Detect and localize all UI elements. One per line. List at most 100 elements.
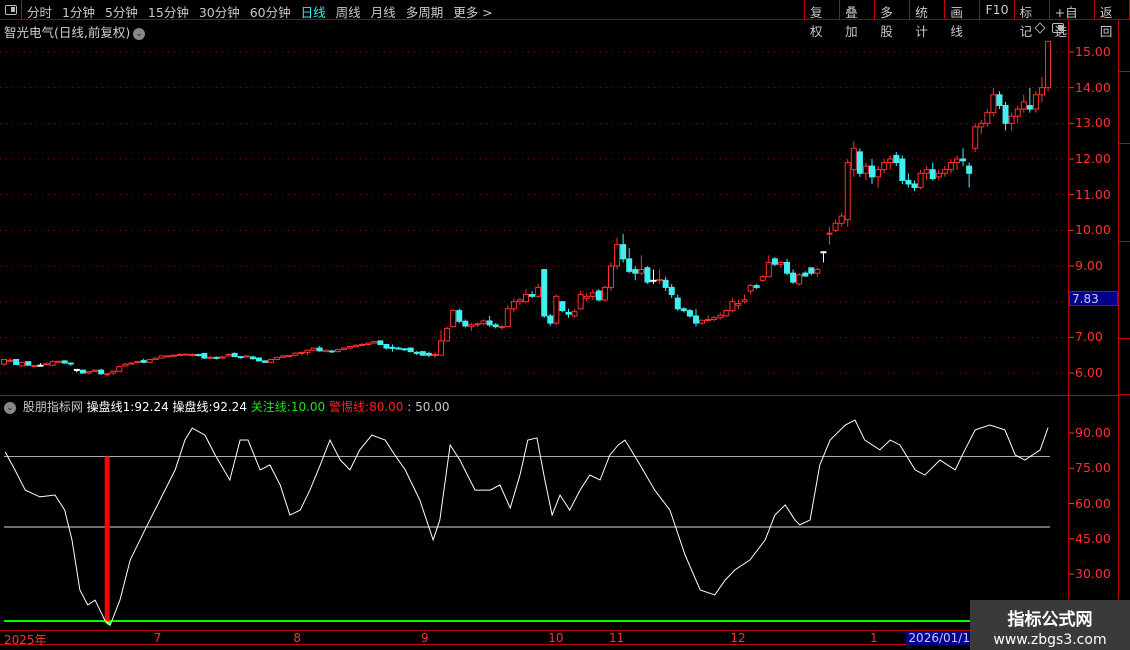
panel-icon[interactable] [1052,23,1064,33]
toolbar-button[interactable]: 多股 [874,0,909,39]
candle-body [25,361,32,366]
chart-title-row: 智光电气(日线,前复权) ⌄ [4,22,146,41]
candle-body [419,351,426,356]
toolbar-button[interactable]: 统计 [909,0,944,39]
chevron-down-icon[interactable]: ⌄ [4,401,16,414]
toolbar-button[interactable]: F10 [979,0,1013,20]
side-tab[interactable] [1119,242,1130,339]
candle-body [498,326,505,329]
toolbar-button[interactable]: 画线 [944,0,979,39]
candle-body [547,315,554,324]
tab-period[interactable]: 更多 > [453,5,493,20]
toolbar-button[interactable]: +自选 [1048,0,1094,39]
candle-body [856,151,863,174]
price-tick-label: 10.00 [1075,222,1111,238]
candle-body [644,267,651,283]
candle-body [92,369,99,372]
tab-period[interactable]: 1分钟 [62,5,95,20]
candle-body [480,320,487,325]
candle-body [322,349,329,353]
panel-icon [4,5,17,15]
side-tab[interactable] [1119,72,1130,144]
candle-body [462,320,469,327]
toolbar-button[interactable]: 复权 [804,0,839,39]
date-label: 11 [609,631,625,645]
line1-value: 92.24 [134,400,169,414]
candle-body [899,158,906,181]
candle-body [262,360,269,363]
line1-label: 操盘线1: [86,400,135,414]
toolbar-button[interactable]: 叠加 [839,0,874,39]
tab-period[interactable]: 分时 [27,5,53,20]
candle-body [177,353,184,356]
date-label: 8 [293,631,301,645]
candle-body [680,308,687,312]
candle-body [237,356,244,359]
candle-body [456,310,463,322]
toolbar-button[interactable]: 返回 [1093,0,1130,39]
candle-body [747,285,754,292]
candle-body [875,169,882,178]
candle-body [249,356,256,360]
tab-period[interactable]: 周线 [335,5,361,20]
candle-body [61,360,68,364]
candle-body [1032,94,1039,110]
candle-body [960,158,967,162]
candle-body [268,358,275,363]
candle-body [1038,87,1045,96]
tab-period[interactable]: 5分钟 [104,5,138,20]
indicator-tick-label: 30.00 [1075,566,1111,581]
candle-body [243,355,250,358]
candle-body [450,310,457,328]
candle-body [128,362,135,365]
tab-period[interactable]: 日线 [300,5,326,20]
tab-period[interactable]: 30分钟 [198,5,240,20]
candle-body [941,169,948,174]
date-axis: 2025年 7 8 9 10 11 12 1 2026/01/13 [0,630,1118,647]
tab-period[interactable]: 月线 [370,5,396,20]
candle-body [838,215,845,224]
candle-body [316,347,323,352]
side-tab[interactable] [1119,20,1130,72]
candle-body [255,357,262,362]
candle-body [340,347,347,350]
candle-body [753,285,760,288]
candle-body [195,353,202,356]
candle-body [134,361,141,364]
tab-period[interactable]: 60分钟 [249,5,291,20]
side-tab[interactable] [1119,339,1130,395]
oscillator-line [4,419,1049,626]
toolbar-button[interactable]: 标记 [1013,0,1049,39]
candle-body [49,361,56,366]
candle-body [438,340,445,356]
current-price-label: 7.83 [1069,291,1118,306]
candle-body [371,341,378,344]
candle-body [620,244,627,260]
layout-toggle-button[interactable] [0,0,22,20]
candle-body [158,355,165,359]
candle-body [425,352,432,356]
chevron-down-icon[interactable]: ⌄ [133,27,146,40]
candle-body [699,319,706,324]
candle-body [893,154,900,164]
candle-body [13,358,20,365]
candle-body [808,267,815,274]
candle-body [292,352,299,356]
candle-body [1008,115,1015,124]
candle-body [19,361,26,367]
candle-body [225,353,232,357]
candle-body [650,279,657,282]
candle-body [559,301,566,312]
candle-body [383,343,390,349]
side-tab[interactable] [1119,144,1130,242]
candle-body [881,162,888,171]
candle-body [978,122,985,128]
candle-body [844,162,851,221]
tab-period[interactable]: 15分钟 [147,5,189,20]
candle-body [170,354,177,357]
candle-body [413,351,420,354]
date-label: 2025年 [4,633,47,647]
candle-body [334,348,341,353]
tab-period[interactable]: 多周期 [405,5,444,20]
